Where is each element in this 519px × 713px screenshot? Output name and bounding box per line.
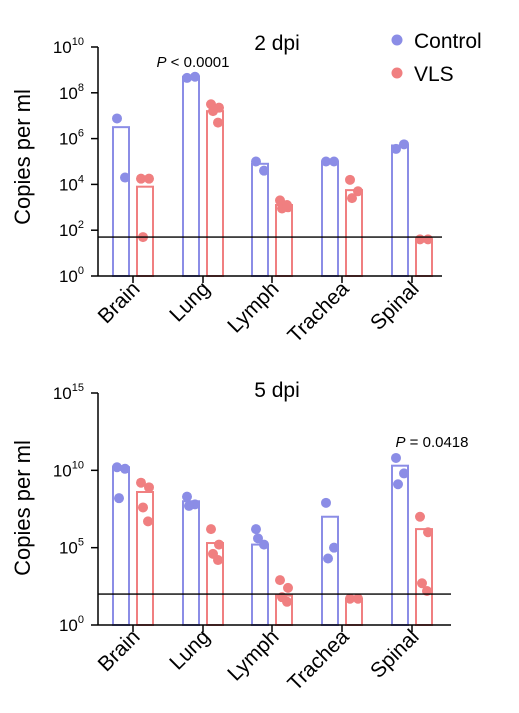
bar-control-lung: [182, 500, 200, 626]
point-vls-lymph: [275, 575, 285, 586]
point-control-lung: [190, 71, 200, 82]
point-control-trachea: [329, 156, 339, 167]
x-tick-label-lymph: Lymph: [223, 625, 283, 685]
x-tick-label-trachea: Trachea: [283, 277, 353, 347]
panel-1: 100 105 1010 1015 Brain Lung Lymph Trachea Spina…: [53, 382, 469, 695]
point-control-spinal: [399, 468, 409, 479]
y-tick-label: 100: [59, 614, 84, 635]
point-control-lung: [182, 72, 192, 83]
p-value-annotation: P = 0.0418: [396, 434, 469, 451]
bar-control-trachea: [321, 515, 339, 627]
point-vls-lung: [213, 555, 223, 566]
point-vls-trachea: [347, 193, 357, 204]
chart-title-2dpi: 2 dpi: [254, 32, 300, 55]
point-vls-lymph: [283, 582, 293, 593]
y-tick-label: 100: [59, 265, 84, 286]
point-control-trachea: [321, 497, 331, 508]
y-tick-label: 104: [59, 173, 84, 194]
point-vls-lymph: [282, 596, 292, 607]
point-vls-brain: [143, 516, 153, 527]
bar-vls-lymph: [275, 204, 293, 277]
x-tick-label-brain: Brain: [94, 277, 145, 328]
y-tick-label: 102: [59, 219, 84, 240]
x-tick-label-lung: Lung: [165, 277, 214, 326]
x-tick-label-lymph: Lymph: [223, 277, 283, 337]
point-control-brain: [114, 493, 124, 504]
point-vls-lung: [213, 117, 223, 128]
point-control-lymph: [253, 533, 263, 544]
point-vls-trachea: [353, 186, 363, 197]
point-control-spinal: [393, 479, 403, 490]
point-vls-brain: [144, 173, 154, 184]
point-vls-trachea: [345, 593, 355, 604]
bar-control-lymph: [251, 162, 269, 277]
bar-control-brain: [112, 466, 130, 626]
y-tick-label: 106: [59, 128, 84, 149]
y-tick-label: 1015: [53, 382, 84, 403]
y-tick-label: 1010: [53, 36, 84, 57]
y-axis-label-5dpi: Copies per ml: [10, 440, 35, 576]
point-control-brain: [120, 172, 130, 183]
bar-control-trachea: [321, 160, 339, 277]
legend-marker-vls: [391, 67, 403, 79]
bar-control-lymph: [251, 543, 269, 626]
bar-control-lung: [182, 75, 200, 277]
point-vls-lung: [206, 524, 216, 535]
x-tick-label-lung: Lung: [165, 625, 214, 674]
y-tick-label: 108: [59, 82, 84, 103]
point-control-lymph: [251, 156, 261, 167]
point-vls-trachea: [345, 174, 355, 185]
bar-vls-brain: [136, 185, 154, 277]
point-vls-spinal: [423, 527, 433, 538]
x-tick-label-brain: Brain: [94, 625, 145, 676]
point-control-lung: [182, 491, 192, 502]
point-vls-brain: [136, 477, 146, 488]
point-control-brain: [112, 113, 122, 124]
point-control-brain: [120, 463, 130, 474]
point-vls-lung: [214, 539, 224, 550]
y-tick-label: 105: [59, 537, 84, 558]
point-vls-spinal: [417, 578, 427, 589]
point-vls-brain: [138, 502, 148, 513]
legend-marker-control: [391, 34, 403, 46]
point-control-spinal: [399, 139, 409, 150]
bar-vls-spinal: [415, 238, 433, 277]
legend-label-vls: VLS: [414, 63, 454, 86]
point-vls-trachea: [353, 593, 363, 604]
x-tick-label-spinal: Spinal: [366, 277, 424, 335]
bar-vls-lung: [206, 110, 224, 278]
x-tick-label-spinal: Spinal: [366, 625, 424, 683]
x-tick-label-trachea: Trachea: [283, 625, 353, 695]
point-control-lymph: [259, 539, 269, 550]
y-axis-label-2dpi: Copies per ml: [10, 89, 35, 225]
point-control-trachea: [321, 156, 331, 167]
point-control-trachea: [323, 553, 333, 564]
chart-title-5dpi: 5 dpi: [254, 379, 300, 402]
legend: Control VLS: [391, 30, 482, 86]
y-tick-label: 1010: [53, 459, 84, 480]
point-control-trachea: [329, 542, 339, 553]
bar-vls-spinal: [415, 528, 433, 627]
bar-control-brain: [112, 126, 130, 278]
point-control-brain: [112, 462, 122, 473]
point-control-spinal: [391, 452, 401, 463]
point-control-lymph: [251, 524, 261, 535]
point-vls-spinal: [423, 234, 433, 245]
point-vls-lung: [208, 106, 218, 117]
point-control-spinal: [391, 143, 401, 154]
point-vls-lymph: [282, 200, 292, 211]
point-control-lung: [184, 500, 194, 511]
bar-vls-trachea: [345, 189, 363, 277]
p-value-annotation: P < 0.0001: [157, 54, 230, 71]
point-vls-brain: [144, 482, 154, 493]
bar-control-spinal: [391, 464, 409, 626]
legend-label-control: Control: [414, 30, 482, 53]
point-vls-brain: [136, 173, 146, 184]
point-vls-spinal: [415, 511, 425, 522]
bar-control-spinal: [391, 144, 409, 277]
panel-0: 100 102 104 106 108 1010 Brain Lung Lymph Trachea…: [53, 36, 442, 347]
point-control-lymph: [259, 165, 269, 176]
